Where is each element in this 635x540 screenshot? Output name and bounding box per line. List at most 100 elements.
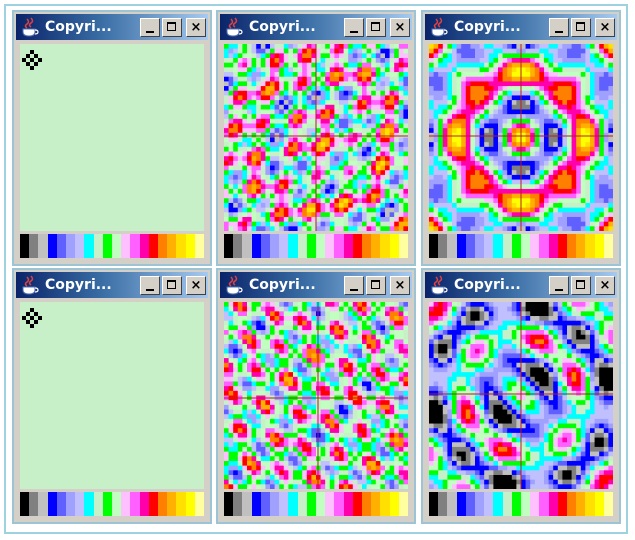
plot-window-5[interactable]: Copyri... ×	[216, 268, 416, 524]
minimize-button[interactable]	[549, 275, 569, 295]
legend-swatch	[251, 234, 261, 258]
title-bar[interactable]: Copyri... ×	[16, 272, 208, 298]
plot-area	[224, 44, 408, 231]
legend-swatch	[84, 492, 94, 516]
legend-swatch	[484, 492, 494, 516]
marker-icon	[22, 50, 42, 70]
legend-swatch	[352, 492, 363, 516]
plot-window-6[interactable]: Copyri... ×	[421, 268, 621, 524]
close-button[interactable]: ×	[390, 17, 410, 37]
close-button[interactable]: ×	[186, 275, 206, 295]
legend-swatch	[270, 492, 280, 516]
legend-swatch	[102, 492, 113, 516]
legend-swatch	[603, 234, 614, 258]
legend-swatch	[475, 492, 485, 516]
plot-window-1[interactable]: Copyri... ×	[12, 10, 212, 266]
legend-swatch	[389, 234, 399, 258]
legend-swatch	[493, 492, 503, 516]
legend-swatch	[456, 492, 466, 516]
legend-swatch	[325, 234, 335, 258]
minimize-button[interactable]	[549, 17, 569, 37]
maximize-icon	[167, 21, 176, 31]
window-controls: ×	[342, 17, 410, 37]
legend-swatch	[260, 234, 271, 258]
legend-swatch	[362, 492, 372, 516]
legend-swatch	[167, 234, 177, 258]
minimize-button[interactable]	[344, 275, 364, 295]
close-icon: ×	[599, 277, 611, 293]
title-bar[interactable]: Copyri... ×	[16, 14, 208, 40]
legend-swatch	[279, 492, 289, 516]
legend-swatch	[447, 234, 457, 258]
legend-swatch	[398, 492, 409, 516]
legend-swatch	[38, 492, 48, 516]
window-controls: ×	[547, 275, 615, 295]
java-cup-icon	[428, 16, 450, 38]
maximize-button[interactable]	[366, 17, 386, 37]
close-button[interactable]: ×	[390, 275, 410, 295]
color-legend	[224, 492, 409, 516]
window-controls: ×	[547, 17, 615, 37]
maximize-button[interactable]	[162, 17, 182, 37]
legend-swatch	[530, 492, 540, 516]
legend-swatch	[260, 492, 271, 516]
color-legend	[429, 492, 614, 516]
maximize-button[interactable]	[571, 17, 591, 37]
minimize-icon	[555, 30, 563, 33]
java-cup-icon	[223, 16, 245, 38]
legend-swatch	[493, 234, 503, 258]
legend-swatch	[475, 234, 485, 258]
title-bar[interactable]: Copyri... ×	[220, 272, 412, 298]
maximize-icon	[167, 279, 176, 289]
plot-window-3[interactable]: Copyri... ×	[421, 10, 621, 266]
title-bar[interactable]: Copyri... ×	[425, 272, 617, 298]
legend-swatch	[530, 234, 540, 258]
minimize-button[interactable]	[140, 17, 160, 37]
minimize-button[interactable]	[344, 17, 364, 37]
legend-swatch	[29, 234, 39, 258]
legend-swatch	[343, 492, 353, 516]
legend-swatch	[567, 234, 577, 258]
close-icon: ×	[190, 19, 202, 35]
maximize-button[interactable]	[366, 275, 386, 295]
legend-swatch	[548, 234, 558, 258]
minimize-icon	[350, 288, 358, 291]
legend-swatch	[398, 234, 409, 258]
legend-swatch	[429, 492, 439, 516]
title-bar[interactable]: Copyri... ×	[220, 14, 412, 40]
java-cup-icon	[223, 274, 245, 296]
legend-swatch	[585, 492, 595, 516]
maximize-button[interactable]	[571, 275, 591, 295]
maximize-button[interactable]	[162, 275, 182, 295]
plot-window-2[interactable]: Copyri... ×	[216, 10, 416, 266]
legend-swatch	[316, 234, 326, 258]
plot-area	[429, 44, 613, 231]
legend-swatch	[279, 234, 289, 258]
close-button[interactable]: ×	[595, 275, 615, 295]
maximize-icon	[576, 279, 585, 289]
legend-swatch	[297, 234, 307, 258]
minimize-button[interactable]	[140, 275, 160, 295]
legend-swatch	[316, 492, 326, 516]
window-title: Copyri...	[45, 277, 112, 293]
legend-swatch	[539, 234, 549, 258]
legend-swatch	[306, 492, 317, 516]
legend-swatch	[465, 234, 476, 258]
legend-swatch	[603, 492, 614, 516]
legend-swatch	[334, 234, 344, 258]
legend-swatch	[66, 492, 76, 516]
plot-window-4[interactable]: Copyri... ×	[12, 268, 212, 524]
legend-swatch	[521, 234, 531, 258]
window-controls: ×	[138, 275, 206, 295]
legend-swatch	[139, 492, 149, 516]
legend-swatch	[576, 234, 586, 258]
legend-swatch	[352, 234, 363, 258]
title-bar[interactable]: Copyri... ×	[425, 14, 617, 40]
legend-swatch	[121, 492, 131, 516]
close-button[interactable]: ×	[186, 17, 206, 37]
window-controls: ×	[138, 17, 206, 37]
legend-swatch	[288, 492, 298, 516]
legend-swatch	[539, 492, 549, 516]
legend-swatch	[56, 492, 67, 516]
close-button[interactable]: ×	[595, 17, 615, 37]
